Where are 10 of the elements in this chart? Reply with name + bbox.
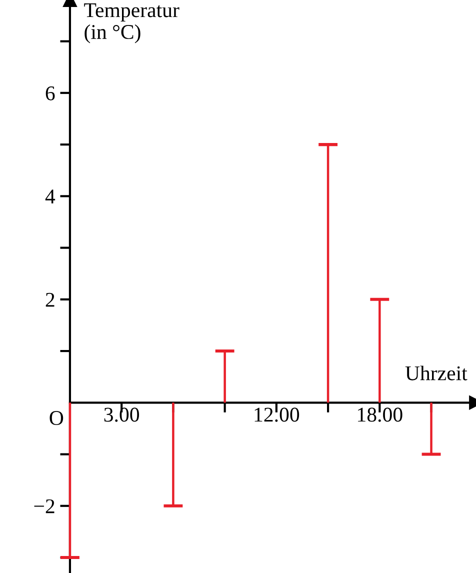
text: O <box>50 411 64 426</box>
y-tick-label: −2 <box>34 499 54 514</box>
x-tick-label: 18.00 <box>358 408 402 422</box>
x-tick-label: 3.00 <box>104 408 140 422</box>
y-tick-label: 6 <box>46 86 55 100</box>
x-tick-label: 12.00 <box>254 408 300 422</box>
y-tick-label: 2 <box>46 292 54 307</box>
y-tick-label: 4 <box>45 190 56 204</box>
x-axis-title: Uhrzeit <box>405 366 468 380</box>
y-axis-title: Temperatur (in °C) <box>84 3 180 44</box>
